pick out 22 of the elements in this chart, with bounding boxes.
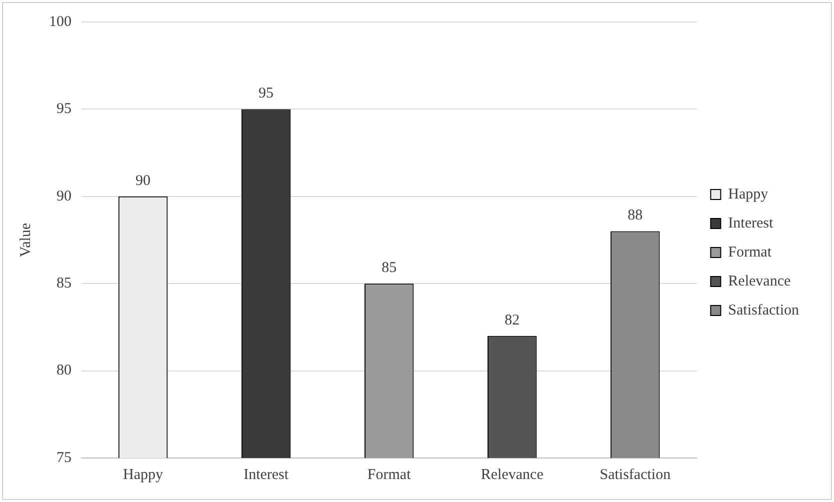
x-tick-label: Format: [367, 466, 412, 483]
legend-label: Relevance: [728, 273, 791, 290]
y-axis-title: Value: [18, 222, 34, 258]
y-tick-label: 100: [49, 14, 72, 30]
y-tick-label: 90: [56, 188, 72, 204]
legend-label: Happy: [728, 186, 769, 202]
y-tick-label: 85: [56, 276, 72, 292]
x-tick-label: Relevance: [480, 466, 544, 483]
y-tick-label: 95: [56, 101, 72, 118]
x-tick-label: Interest: [244, 466, 290, 483]
data-label: 82: [504, 312, 520, 328]
legend-label: Satisfaction: [728, 302, 800, 318]
y-tick-label: 80: [56, 362, 72, 379]
x-tick-label: Happy: [123, 466, 164, 483]
data-label: 95: [258, 86, 274, 102]
legend-label: Interest: [728, 215, 774, 232]
data-label: 90: [136, 172, 151, 189]
data-label: 85: [382, 260, 397, 276]
y-tick-label: 75: [56, 450, 72, 466]
legend-label: Format: [728, 244, 772, 260]
data-label: 88: [628, 208, 643, 224]
x-tick-label: Satisfaction: [600, 466, 672, 483]
